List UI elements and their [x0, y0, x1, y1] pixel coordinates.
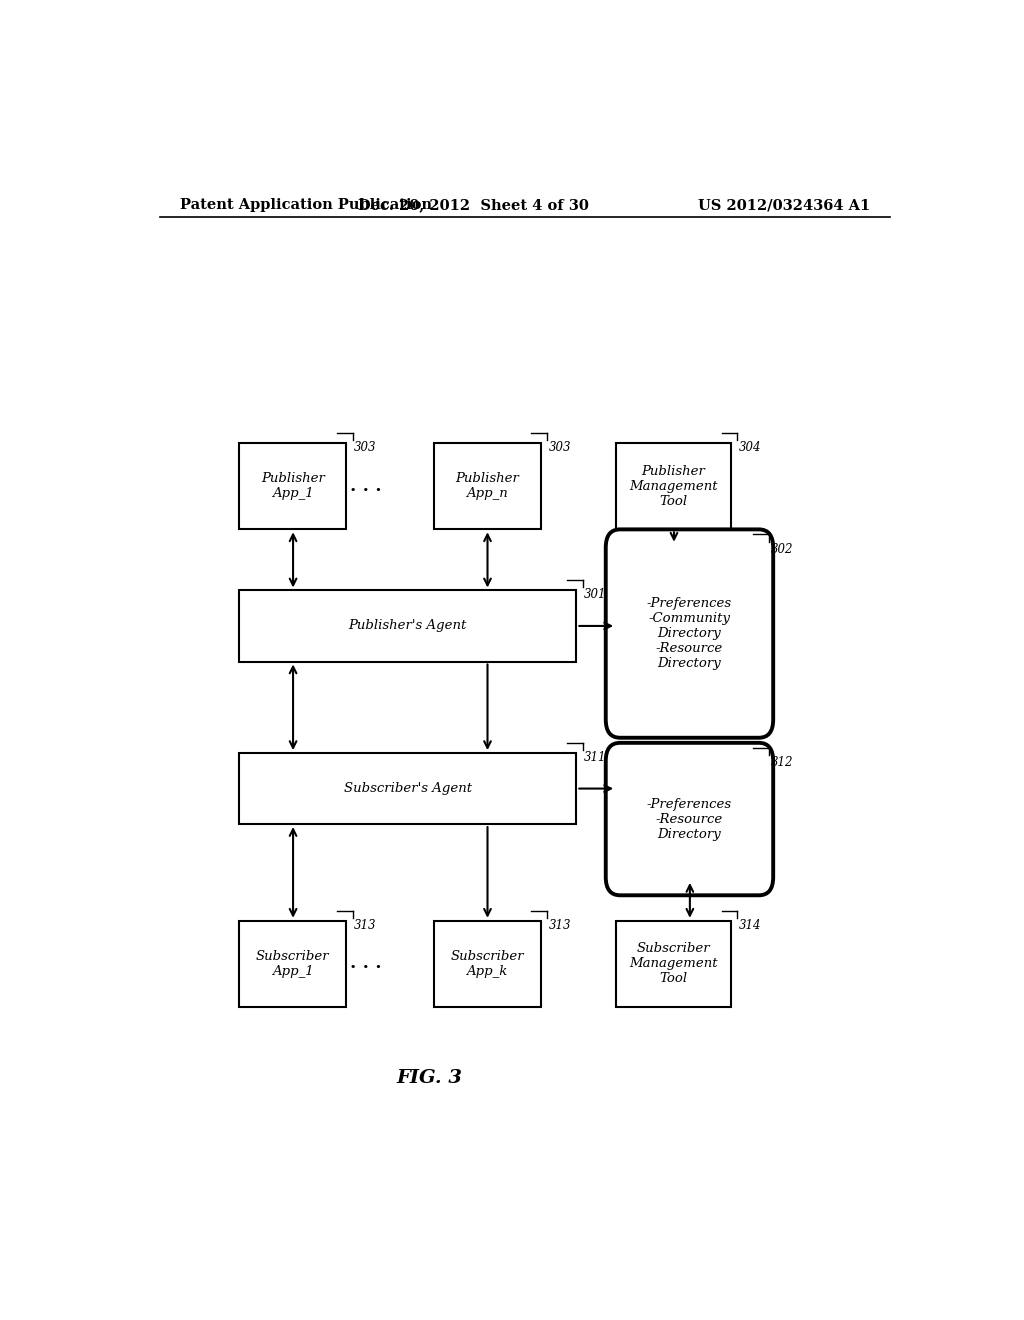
FancyBboxPatch shape — [606, 743, 773, 895]
FancyBboxPatch shape — [240, 752, 577, 824]
Text: Patent Application Publication: Patent Application Publication — [179, 198, 431, 213]
Text: 311: 311 — [585, 751, 607, 764]
FancyBboxPatch shape — [240, 444, 346, 529]
FancyBboxPatch shape — [433, 444, 541, 529]
Text: FIG. 3: FIG. 3 — [396, 1069, 463, 1088]
Text: . . .: . . . — [350, 954, 382, 973]
Text: -Preferences
-Community
Directory
-Resource
Directory: -Preferences -Community Directory -Resou… — [647, 597, 732, 671]
FancyBboxPatch shape — [606, 529, 773, 738]
FancyBboxPatch shape — [616, 921, 731, 1007]
Text: -Preferences
-Resource
Directory: -Preferences -Resource Directory — [647, 797, 732, 841]
Text: . . .: . . . — [350, 477, 382, 495]
Text: 301: 301 — [585, 589, 607, 602]
Text: 312: 312 — [771, 756, 794, 770]
Text: Publisher
App_n: Publisher App_n — [455, 473, 519, 500]
FancyBboxPatch shape — [616, 444, 731, 529]
FancyBboxPatch shape — [433, 921, 541, 1007]
FancyBboxPatch shape — [240, 590, 577, 661]
Text: Publisher
App_1: Publisher App_1 — [261, 473, 325, 500]
Text: 303: 303 — [354, 441, 377, 454]
Text: 303: 303 — [549, 441, 571, 454]
Text: Dec. 20, 2012  Sheet 4 of 30: Dec. 20, 2012 Sheet 4 of 30 — [357, 198, 589, 213]
Text: Subscriber
App_1: Subscriber App_1 — [256, 950, 330, 978]
Text: Publisher's Agent: Publisher's Agent — [348, 619, 467, 632]
Text: Subscriber
Management
Tool: Subscriber Management Tool — [630, 942, 718, 986]
FancyBboxPatch shape — [240, 921, 346, 1007]
Text: Subscriber
App_k: Subscriber App_k — [451, 950, 524, 978]
Text: 304: 304 — [739, 441, 762, 454]
Text: 314: 314 — [739, 919, 762, 932]
Text: 302: 302 — [771, 543, 794, 556]
Text: 313: 313 — [549, 919, 571, 932]
Text: Subscriber's Agent: Subscriber's Agent — [344, 781, 472, 795]
Text: US 2012/0324364 A1: US 2012/0324364 A1 — [697, 198, 870, 213]
Text: 313: 313 — [354, 919, 377, 932]
Text: Publisher
Management
Tool: Publisher Management Tool — [630, 465, 718, 508]
